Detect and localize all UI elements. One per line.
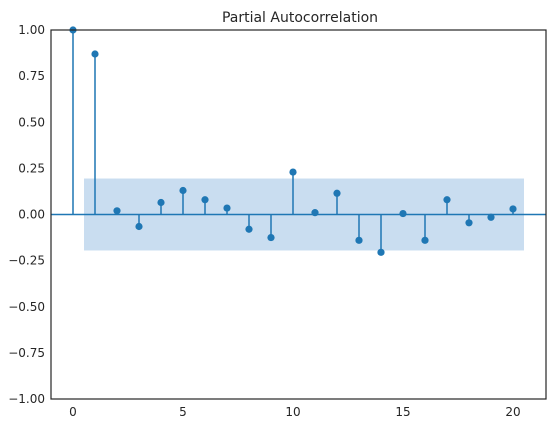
stem-marker	[201, 196, 209, 204]
stem-marker	[157, 198, 165, 207]
stem-marker	[113, 207, 121, 215]
stem-marker	[355, 236, 363, 244]
axes-frame	[50, 29, 547, 400]
y-tick-label: 0.75	[18, 69, 45, 83]
stem-marker	[179, 186, 187, 195]
y-tick-label: 0.50	[18, 115, 45, 129]
y-tick-label: 0.00	[18, 208, 45, 222]
x-tick-label: 10	[285, 405, 300, 419]
x-ticks-layer: 0 5 10 15 20	[69, 405, 520, 419]
y-tick-label: −0.75	[8, 346, 45, 360]
y-tick-label: −0.25	[8, 254, 45, 268]
stem-marker	[443, 196, 451, 204]
x-tick-label: 15	[395, 405, 410, 419]
x-tick-label: 5	[179, 405, 187, 419]
stem-marker	[91, 50, 99, 58]
stem-marker	[487, 213, 495, 221]
x-tick-label: 0	[69, 405, 77, 419]
y-tick-label: −0.50	[8, 300, 45, 314]
y-tick-label: 1.00	[18, 23, 45, 37]
stem-marker	[267, 233, 275, 242]
y-tick-label: −1.00	[8, 392, 45, 406]
chart-title: Partial Autocorrelation	[222, 10, 378, 26]
stem-marker	[333, 189, 341, 197]
stem-marker	[399, 209, 407, 218]
y-ticks-layer: −1.00 −0.75 −0.50 −0.25 0.00 0.25 0.50 0.75 1.00	[8, 23, 45, 406]
stem-marker	[377, 248, 385, 256]
axes-frame-layer	[50, 29, 547, 400]
stem-marker	[421, 236, 429, 244]
y-tick-label: 0.25	[18, 161, 45, 175]
stem-marker	[509, 205, 517, 213]
stem-marker	[135, 222, 143, 231]
x-tick-label: 20	[505, 405, 520, 419]
stem-marker	[289, 168, 297, 176]
stem-marker	[245, 225, 253, 233]
stem-marker	[223, 204, 231, 212]
stem-marker	[311, 209, 319, 217]
stem-marker	[465, 219, 473, 227]
